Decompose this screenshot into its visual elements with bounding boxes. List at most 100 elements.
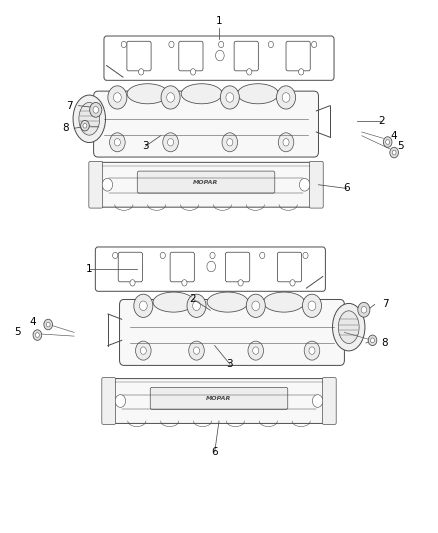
Circle shape: [309, 347, 315, 354]
Text: 7: 7: [67, 101, 73, 111]
FancyBboxPatch shape: [120, 300, 344, 366]
Text: 4: 4: [30, 317, 36, 327]
Circle shape: [311, 41, 317, 47]
Text: 6: 6: [212, 447, 218, 457]
FancyBboxPatch shape: [137, 171, 275, 193]
Circle shape: [93, 107, 99, 113]
Circle shape: [35, 333, 39, 337]
Circle shape: [226, 93, 234, 102]
Ellipse shape: [73, 95, 106, 142]
Text: 5: 5: [14, 327, 21, 337]
FancyBboxPatch shape: [277, 252, 302, 282]
Circle shape: [81, 120, 89, 131]
Text: 6: 6: [343, 183, 350, 193]
Circle shape: [135, 341, 151, 360]
Ellipse shape: [207, 292, 248, 312]
Text: 8: 8: [381, 338, 388, 348]
FancyBboxPatch shape: [118, 252, 142, 282]
Circle shape: [90, 102, 102, 117]
Text: 2: 2: [378, 116, 385, 126]
Circle shape: [187, 294, 206, 317]
Ellipse shape: [237, 84, 279, 104]
Circle shape: [246, 294, 265, 317]
Circle shape: [44, 319, 53, 330]
Circle shape: [169, 41, 174, 47]
Circle shape: [138, 69, 144, 75]
Circle shape: [253, 347, 259, 354]
Circle shape: [390, 147, 399, 158]
FancyBboxPatch shape: [127, 41, 151, 71]
Ellipse shape: [153, 292, 194, 312]
Circle shape: [282, 93, 290, 102]
Circle shape: [160, 252, 166, 259]
FancyBboxPatch shape: [96, 163, 316, 207]
Circle shape: [392, 150, 396, 155]
Text: MOPAR: MOPAR: [206, 396, 232, 401]
Circle shape: [238, 280, 243, 286]
Circle shape: [33, 330, 42, 341]
FancyBboxPatch shape: [95, 247, 325, 292]
FancyBboxPatch shape: [104, 36, 334, 80]
FancyBboxPatch shape: [234, 41, 258, 71]
FancyBboxPatch shape: [102, 378, 116, 424]
Circle shape: [194, 347, 200, 354]
Text: 5: 5: [397, 141, 404, 151]
Circle shape: [207, 261, 215, 272]
Circle shape: [168, 139, 173, 146]
Polygon shape: [306, 277, 323, 288]
Ellipse shape: [181, 84, 222, 104]
Circle shape: [182, 280, 187, 286]
Circle shape: [114, 139, 120, 146]
Circle shape: [276, 86, 296, 109]
Circle shape: [283, 139, 289, 146]
Circle shape: [113, 93, 121, 102]
Circle shape: [312, 394, 323, 407]
Circle shape: [210, 252, 215, 259]
Circle shape: [83, 123, 87, 128]
Circle shape: [299, 69, 304, 75]
FancyBboxPatch shape: [286, 41, 310, 71]
Circle shape: [121, 41, 127, 47]
Circle shape: [227, 139, 233, 146]
Text: 1: 1: [86, 264, 92, 274]
Polygon shape: [106, 66, 123, 77]
Circle shape: [247, 69, 252, 75]
Circle shape: [115, 394, 126, 407]
Circle shape: [308, 301, 316, 311]
Ellipse shape: [263, 292, 304, 312]
FancyBboxPatch shape: [322, 378, 336, 424]
FancyBboxPatch shape: [179, 41, 203, 71]
Circle shape: [193, 301, 201, 311]
Circle shape: [361, 306, 367, 313]
Circle shape: [189, 341, 204, 360]
Ellipse shape: [127, 84, 168, 104]
Circle shape: [220, 86, 239, 109]
Circle shape: [300, 179, 310, 191]
Circle shape: [167, 93, 174, 102]
Circle shape: [139, 301, 147, 311]
Text: 8: 8: [62, 123, 69, 133]
Text: 2: 2: [190, 294, 196, 304]
Text: 3: 3: [142, 141, 149, 151]
Text: MOPAR: MOPAR: [193, 180, 219, 184]
FancyBboxPatch shape: [94, 91, 318, 157]
FancyBboxPatch shape: [150, 387, 288, 409]
Circle shape: [161, 86, 180, 109]
Circle shape: [140, 347, 146, 354]
Circle shape: [260, 252, 265, 259]
Ellipse shape: [79, 102, 100, 135]
Text: 1: 1: [215, 16, 223, 26]
Circle shape: [268, 41, 273, 47]
FancyBboxPatch shape: [109, 378, 329, 423]
FancyBboxPatch shape: [309, 161, 323, 208]
Circle shape: [290, 280, 295, 286]
Circle shape: [304, 341, 320, 360]
Circle shape: [303, 294, 321, 317]
FancyBboxPatch shape: [226, 252, 250, 282]
Circle shape: [102, 179, 113, 191]
Circle shape: [383, 137, 392, 147]
Text: 3: 3: [226, 359, 233, 369]
Circle shape: [368, 335, 377, 345]
Circle shape: [278, 133, 294, 152]
Text: 4: 4: [391, 131, 397, 141]
